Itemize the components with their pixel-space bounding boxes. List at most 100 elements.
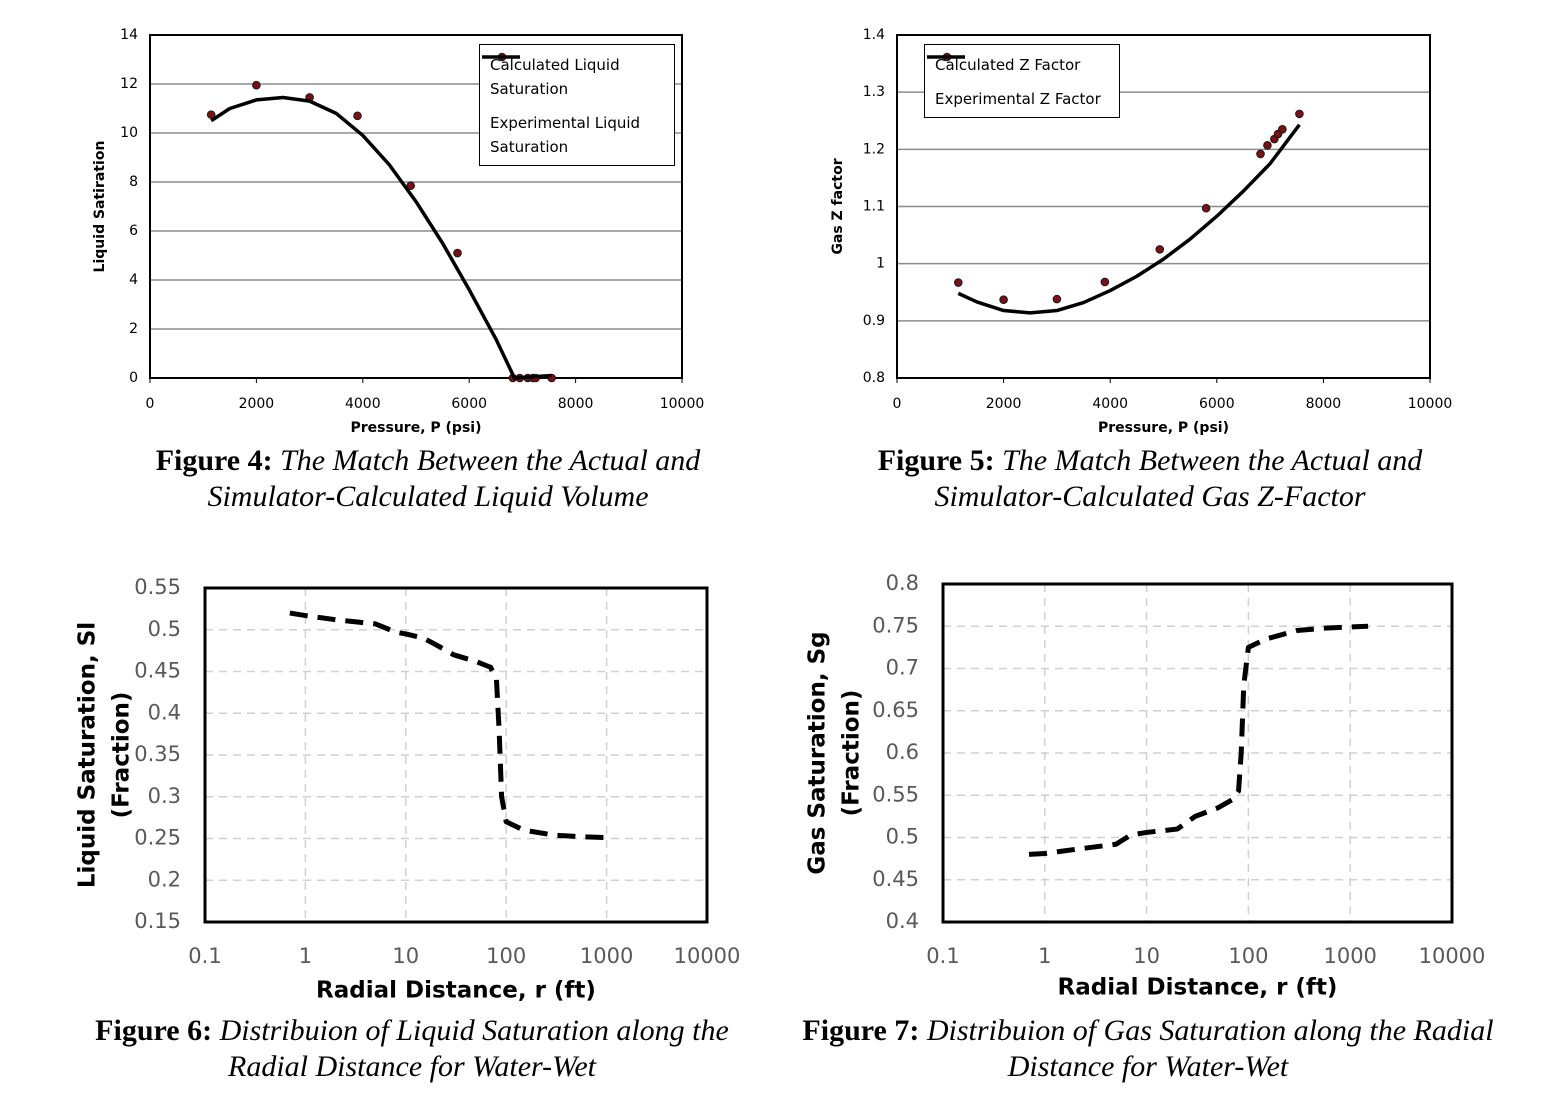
y-tick-label: 1.2 [863,141,885,157]
y-tick-label: 0.15 [134,909,181,933]
y-axis-label: (Fraction) [839,690,865,817]
x-tick-label: 0.1 [926,944,959,968]
figure-caption-text: The Match Between the Actual and Simulat… [207,444,701,513]
data-point [953,278,963,287]
x-tick-label: 10000 [1408,396,1453,412]
data-line [957,123,1301,315]
y-tick-label: 0.6 [886,740,919,764]
data-point [353,111,362,121]
x-tick-label: 100 [1228,944,1268,968]
legend-entry: Calculated Liquid Saturation [490,52,666,101]
y-tick-label: 0.8 [886,571,919,595]
y-tick-label: 0.75 [872,613,919,637]
y-axis-label: Gas Z factor [830,158,846,254]
x-tick-label: 4000 [1092,396,1128,412]
x-tick-label: 6000 [1199,396,1235,412]
y-tick-label: 0.45 [134,659,181,683]
figure-caption: Figure 7: Distribuion of Gas Saturation … [798,1013,1498,1085]
data-point [1278,125,1287,134]
data-point [1263,141,1272,150]
y-tick-label: 0.2 [148,867,181,891]
y-tick-label: 10 [120,125,138,141]
plot-frame [941,582,1454,924]
x-tick-label: 4000 [345,396,381,412]
plot-frame [149,34,683,379]
legend-label: Calculated Z Factor [935,56,1081,74]
x-axis-label: Radial Distance, r (ft) [1058,975,1338,1001]
data-point [453,248,462,258]
x-tick-label: 8000 [558,396,594,412]
x-axis-label: Radial Distance, r (ft) [316,978,596,1004]
figure-label: Figure 4: [155,444,273,477]
y-tick-label: 0.45 [872,867,919,891]
figure-caption-text: Distribuion of Gas Saturation along the … [926,1014,1494,1083]
y-tick-label: 0.55 [872,782,919,806]
x-tick-label: 10 [392,944,419,968]
figure-caption: Figure 4: The Match Between the Actual a… [118,443,738,515]
y-tick-label: 0.7 [886,656,919,680]
y-tick-label: 4 [129,272,138,288]
figure-label: Figure 6: [95,1014,213,1047]
x-tick-label: 0.1 [188,944,221,968]
x-tick-label: 100 [486,944,526,968]
y-tick-label: 1.4 [863,27,885,43]
y-tick-label: 6 [129,223,138,239]
y-tick-label: 0.4 [148,700,181,724]
y-tick-label: 0.5 [148,617,181,641]
legend: Calculated Liquid Saturation Experimental… [479,44,675,166]
y-tick-label: 0.55 [134,575,181,599]
y-axis-label: Liquid Satiration [92,141,108,273]
legend: Calculated Z Factor Experimental Z Factor [924,44,1120,118]
y-axis-label: (Fraction) [109,692,135,819]
y-tick-label: 1 [876,256,885,272]
legend-key [927,55,965,59]
legend-label: Experimental Liquid Saturation [490,114,641,156]
x-tick-label: 0 [146,396,155,412]
legend-label: Calculated Liquid Saturation [490,56,620,98]
x-tick-label: 2000 [239,396,275,412]
data-point [1295,109,1304,119]
x-tick-label: 10000 [1419,944,1486,968]
data-line [210,95,552,380]
data-point [999,295,1008,304]
y-tick-label: 0.8 [863,370,885,386]
x-tick-label: 8000 [1306,396,1342,412]
y-tick-label: 1.1 [863,199,885,215]
data-point [1100,277,1110,287]
legend-entry: Experimental Z Factor [927,55,1111,111]
x-tick-label: 0 [893,396,902,412]
data-point [1201,203,1211,213]
data-point [1256,149,1265,159]
y-tick-label: 0.25 [134,826,181,850]
data-point [406,181,415,190]
figure-label: Figure 7: [802,1014,920,1047]
x-tick-label: 2000 [986,396,1022,412]
figure-caption: Figure 6: Distribuion of Liquid Saturati… [62,1013,762,1085]
plot-frame [896,34,1431,379]
y-tick-label: 0.35 [134,742,181,766]
y-tick-label: 0.5 [886,825,919,849]
plot-frame [203,586,709,924]
y-tick-label: 0.65 [872,698,919,722]
x-tick-label: 1 [299,944,312,968]
data-point [206,110,216,119]
data-line [289,610,607,841]
legend-label: Experimental Z Factor [935,90,1101,108]
figure-label: Figure 5: [877,444,995,477]
x-tick-label: 1000 [1323,944,1376,968]
y-tick-label: 1.3 [863,84,885,100]
data-point [1155,245,1165,254]
y-tick-label: 8 [129,174,138,190]
data-point [1052,294,1062,304]
figure-caption-text: Distribuion of Liquid Saturation along t… [219,1014,729,1083]
x-tick-label: 10000 [674,944,741,968]
y-tick-label: 0 [129,370,138,386]
y-tick-label: 2 [129,321,138,337]
data-line [1028,623,1369,857]
y-tick-label: 0.4 [886,909,919,933]
x-axis-label: Pressure, P (psi) [351,420,482,436]
legend-entry: Experimental Liquid Saturation [482,55,666,159]
y-axis-label: Gas Saturation, Sg [805,631,831,874]
figure-caption-text: The Match Between the Actual and Simulat… [934,444,1423,513]
